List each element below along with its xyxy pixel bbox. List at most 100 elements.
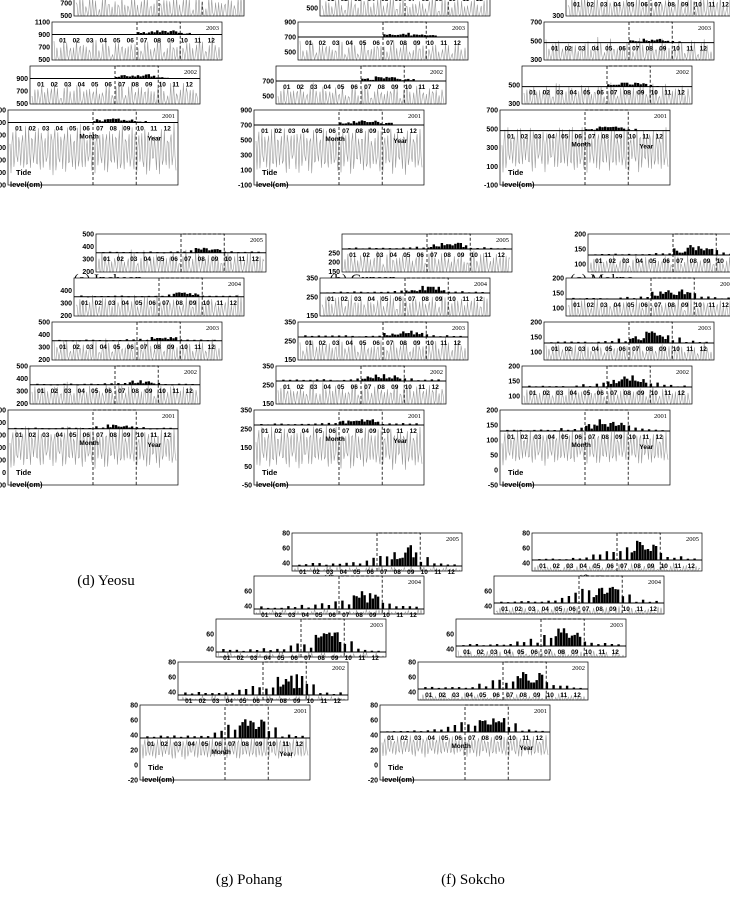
panel-frame [275, 365, 447, 405]
exceedance-bar [407, 291, 411, 293]
month-tick-label: 01 [573, 302, 581, 309]
exceedance-bar [534, 386, 538, 388]
month-tick-label: 06 [373, 40, 381, 47]
year-label: 2001 [654, 113, 667, 120]
exceedance-bar [197, 248, 200, 253]
month-tick-label: 08 [596, 606, 604, 613]
y-tick-label: 60 [130, 718, 138, 725]
month-tick-label: 08 [280, 698, 288, 705]
month-tick-label: 03 [174, 741, 182, 748]
exceedance-bar [647, 429, 651, 431]
exceedance-bar [400, 290, 403, 293]
exceedance-bar [451, 687, 454, 689]
month-tick-label: 09 [167, 38, 175, 45]
month-tick-label: 12 [432, 84, 440, 91]
exceedance-bar [139, 121, 142, 123]
y-tick-label: 300 [508, 101, 520, 108]
exceedance-bar [322, 379, 326, 381]
exceedance-bar [448, 244, 452, 249]
exceedance-bar [654, 546, 658, 560]
month-tick-label: 03 [528, 606, 536, 613]
station-chart-mokpo: 0102030405060708091011122005700500300010… [484, 0, 730, 288]
exceedance-bar [346, 292, 349, 294]
month-tick-label: 11 [664, 90, 671, 97]
exceedance-bar [705, 341, 708, 343]
year-label: 2001 [534, 708, 547, 715]
month-tick-label: 03 [310, 384, 318, 391]
month-tick-label: 07 [386, 40, 394, 47]
year-axis-label: Year [639, 444, 653, 451]
exceedance-bar [282, 684, 285, 695]
month-tick-label: 01 [37, 388, 45, 395]
exceedance-bar [147, 74, 150, 79]
panel-frame [95, 233, 267, 273]
exceedance-bar [545, 682, 549, 689]
tide-axis-label: Tide [262, 168, 277, 177]
y-tick-label: 0 [494, 468, 498, 475]
exceedance-bar [128, 76, 132, 79]
y-tick-label: 350 [240, 408, 252, 415]
exceedance-bar [352, 121, 356, 125]
month-tick-label: 09 [369, 612, 377, 619]
exceedance-bar [377, 650, 380, 652]
exceedance-bar [412, 334, 416, 337]
exceedance-bar [217, 693, 221, 695]
exceedance-bar [680, 289, 684, 299]
exceedance-bar [257, 251, 260, 253]
month-tick-label: 11 [216, 300, 223, 307]
y-tick-label: 150 [508, 379, 520, 386]
month-tick-label: 05 [277, 655, 285, 662]
exceedance-bar [453, 725, 457, 732]
month-tick-label: 05 [69, 126, 77, 133]
exceedance-bar [293, 424, 297, 426]
month-tick-label: 04 [368, 0, 376, 3]
y-tick-label: 80 [130, 703, 138, 710]
summer-window [360, 365, 405, 404]
exceedance-bar [401, 606, 405, 609]
month-tick-label: 09 [571, 649, 579, 656]
month-tick-label: 08 [378, 84, 386, 91]
month-tick-label: 07 [162, 0, 170, 1]
month-tick-label: 04 [340, 569, 348, 576]
month-tick-label: 12 [700, 46, 708, 53]
exceedance-bar [368, 247, 371, 249]
exceedance-bar [600, 587, 604, 603]
tide-axis-label: level(cm) [256, 180, 289, 189]
month-tick-label: 02 [29, 432, 37, 439]
summer-window [616, 532, 661, 571]
month-tick-label: 04 [188, 741, 196, 748]
exceedance-bar [363, 595, 366, 609]
y-tick-label: 300 [38, 345, 50, 352]
panel-frame [7, 109, 179, 186]
exceedance-bar [109, 119, 112, 123]
exceedance-bar [679, 556, 683, 560]
exceedance-bar [653, 40, 656, 43]
exceedance-bar [595, 425, 599, 431]
exceedance-bar [511, 681, 515, 689]
exceedance-bar [634, 380, 637, 387]
exceedance-bar [85, 339, 88, 341]
exceedance-bar [179, 736, 183, 738]
exceedance-bar [289, 645, 293, 652]
month-tick-label: 02 [565, 46, 573, 53]
exceedance-bar [648, 254, 651, 255]
month-tick-label: 01 [59, 38, 67, 45]
exceedance-bar [654, 253, 658, 255]
month-tick-label: 05 [627, 302, 635, 309]
exceedance-bar [661, 336, 664, 343]
exceedance-bar [713, 297, 717, 299]
month-tick-label: 12 [186, 388, 194, 395]
exceedance-bar [158, 77, 161, 79]
exceedance-bar [614, 126, 618, 131]
exceedance-bar [639, 84, 642, 87]
panel-frame [253, 575, 425, 615]
month-tick-label: 10 [159, 388, 167, 395]
exceedance-bar [399, 731, 403, 732]
month-tick-label: 06 [641, 302, 649, 309]
month-tick-label: 02 [297, 384, 305, 391]
exceedance-bar [371, 335, 375, 337]
tide-series-2001 [9, 425, 177, 469]
exceedance-bar [330, 636, 334, 652]
month-tick-label: 12 [656, 134, 664, 141]
